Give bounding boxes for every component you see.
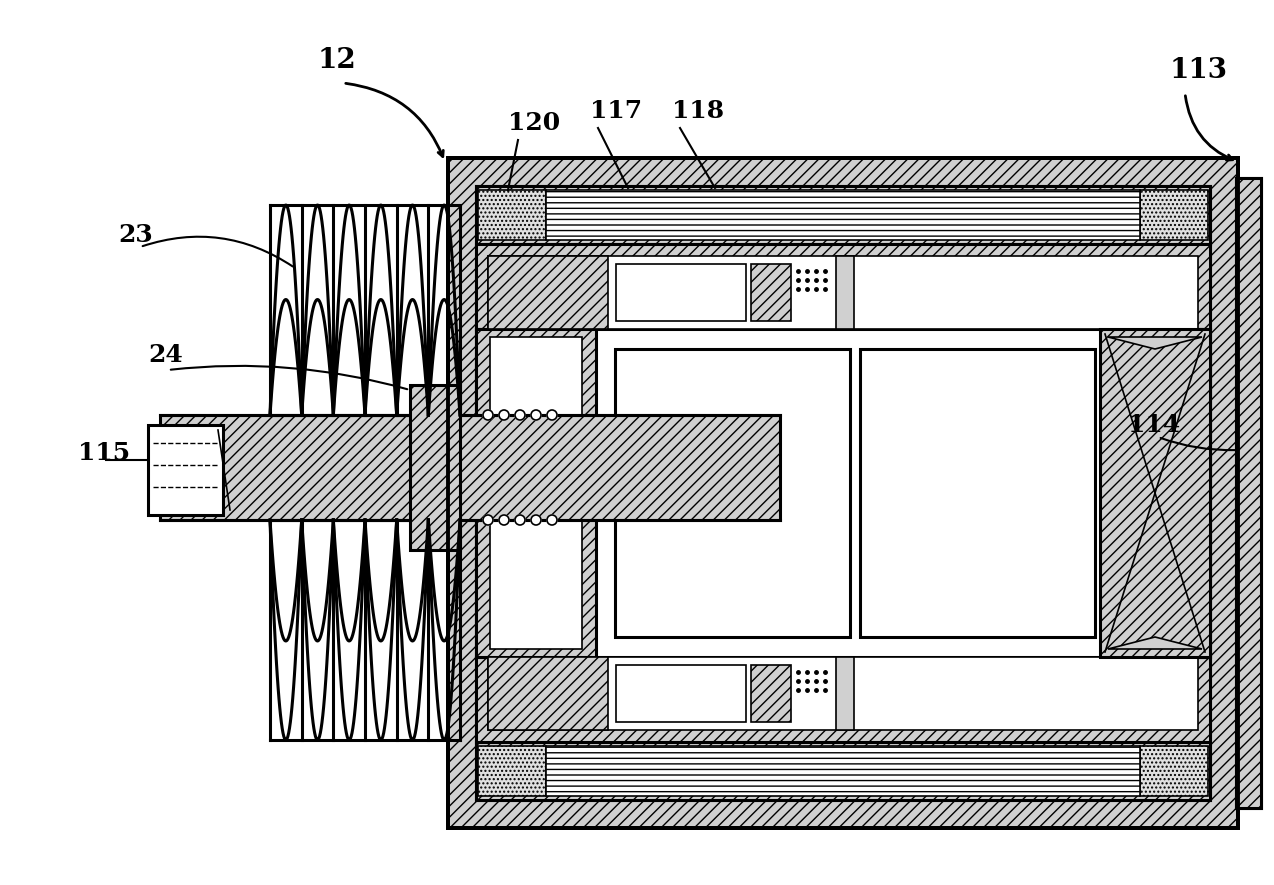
Bar: [448, 158, 1238, 828]
Bar: [488, 657, 1198, 730]
Circle shape: [547, 515, 557, 525]
Polygon shape: [1108, 637, 1201, 649]
Circle shape: [483, 515, 493, 525]
Text: 120: 120: [508, 111, 561, 135]
Bar: [836, 657, 854, 730]
Bar: [478, 746, 547, 796]
Circle shape: [531, 410, 541, 420]
Bar: [476, 244, 1210, 329]
Circle shape: [499, 515, 510, 525]
Circle shape: [499, 410, 510, 420]
Bar: [488, 256, 608, 329]
Bar: [1140, 746, 1208, 796]
Circle shape: [483, 410, 493, 420]
Bar: [750, 665, 791, 722]
Bar: [148, 425, 223, 515]
Bar: [476, 657, 1210, 742]
Circle shape: [531, 515, 541, 525]
Bar: [860, 349, 1094, 637]
Bar: [476, 329, 596, 657]
Bar: [1140, 190, 1208, 240]
Bar: [448, 158, 1238, 828]
Bar: [1099, 329, 1210, 657]
Polygon shape: [1108, 337, 1201, 349]
Text: 115: 115: [78, 441, 130, 465]
Bar: [547, 190, 1140, 240]
Text: 117: 117: [590, 99, 642, 123]
Bar: [476, 186, 1210, 800]
Bar: [836, 256, 854, 329]
Text: 12: 12: [318, 47, 357, 74]
Bar: [410, 385, 460, 550]
Bar: [617, 665, 747, 722]
Bar: [488, 657, 608, 730]
Text: 113: 113: [1170, 57, 1228, 84]
Bar: [750, 264, 791, 321]
Bar: [476, 742, 1210, 800]
Bar: [1236, 178, 1261, 808]
Text: 23: 23: [118, 223, 153, 247]
Text: 118: 118: [671, 99, 724, 123]
Circle shape: [515, 515, 525, 525]
Bar: [547, 746, 1140, 796]
Text: 114: 114: [1127, 413, 1180, 437]
Bar: [476, 186, 1210, 244]
Bar: [161, 415, 780, 520]
Circle shape: [515, 410, 525, 420]
Bar: [488, 256, 1198, 329]
Text: 24: 24: [148, 343, 182, 367]
Bar: [617, 264, 747, 321]
Bar: [478, 190, 547, 240]
Bar: [476, 329, 1210, 657]
Bar: [615, 349, 850, 637]
Circle shape: [547, 410, 557, 420]
Bar: [490, 337, 582, 649]
Bar: [1236, 178, 1261, 808]
